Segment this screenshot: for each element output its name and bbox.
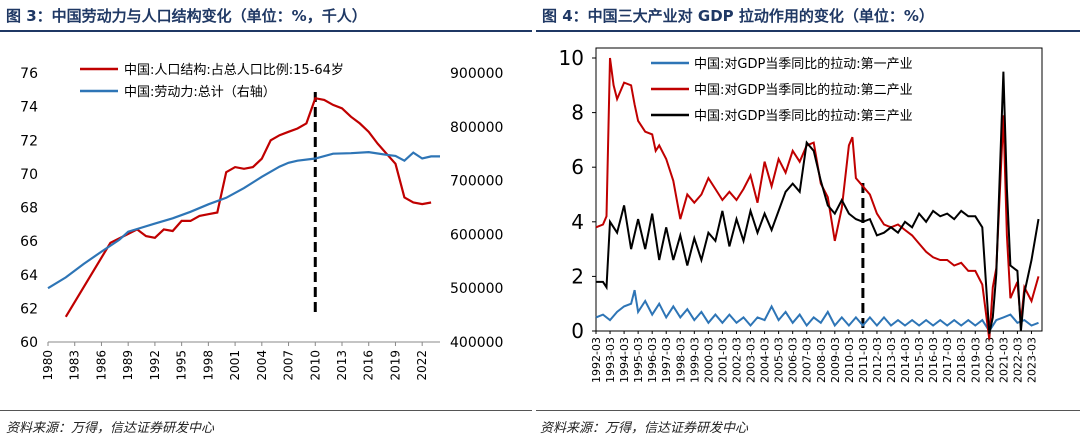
x-tick-label-right: 2018-03 [955,337,968,383]
x-tick-label-right: 1994-03 [618,337,631,383]
source-divider-right [536,410,1080,411]
x-tick-label-right: 1998-03 [674,337,687,383]
y-tick-label-left: 76 [20,66,38,82]
series-line-tertiary-industry [596,71,1040,334]
series-line-population-ratio [64,96,432,318]
x-tick-label-right: 2013-03 [885,337,898,383]
legend-label-right: 中国:对GDP当季同比的拉动:第一产业 [694,56,913,72]
title-divider-left [0,30,532,32]
x-tick-label-left: 1983 [68,350,82,381]
legend-label-left: 中国:人口结构:占总人口比例:15-64岁 [124,63,344,78]
legend-label-right: 中国:对GDP当季同比的拉动:第二产业 [694,82,913,98]
chart-left-source: 资料来源：万得，信达证券研发中心 [6,421,215,436]
x-tick-label-right: 2010-03 [843,337,856,383]
x-tick-label-right: 2023-03 [1025,337,1038,383]
x-tick-label-right: 1993-03 [604,337,617,383]
series-line-secondary-industry [595,57,1040,340]
x-tick-label-right: 2016-03 [927,337,940,383]
y2-tick-label-left: 500000 [450,281,503,297]
y-tick-label-left: 70 [20,167,38,183]
title-divider-right [536,30,1080,32]
x-tick-label-right: 2009-03 [829,337,842,383]
x-tick-label-right: 2006-03 [787,337,800,383]
x-tick-label-right: 2019-03 [969,337,982,383]
x-tick-label-right: 2004-03 [759,337,772,383]
x-tick-label-right: 2014-03 [899,337,912,383]
y2-tick-label-left: 400000 [450,335,503,351]
x-tick-label-left: 2001 [228,350,242,381]
x-tick-label-right: 2003-03 [745,337,758,383]
series-line-labor-force [47,150,440,290]
y2-tick-label-left: 900000 [450,66,503,82]
y-tick-label-left: 68 [20,201,38,217]
y-tick-label-left: 66 [20,234,38,250]
x-tick-label-right: 2005-03 [773,337,786,383]
x-tick-label-right: 2000-03 [702,337,715,383]
x-tick-label-right: 1996-03 [646,337,659,383]
source-divider-left [0,410,532,411]
x-tick-label-right: 1995-03 [632,337,645,383]
x-tick-label-right: 2021-03 [997,337,1010,383]
x-tick-label-left: 1998 [201,350,215,381]
x-tick-label-left: 2022 [415,350,429,381]
x-tick-label-right: 2007-03 [801,337,814,383]
y-tick-label-right: 10 [559,46,584,70]
x-tick-label-right: 2015-03 [913,337,926,383]
x-tick-label-right: 2022-03 [1011,337,1024,383]
y-tick-label-right: 6 [571,155,584,179]
x-tick-label-left: 2010 [308,350,322,381]
x-tick-label-right: 2012-03 [871,337,884,383]
y-tick-label-right: 8 [571,101,584,125]
y-tick-label-left: 60 [20,335,38,351]
chart-right-title: 图 4：中国三大产业对 GDP 拉动作用的变化（单位：%） [542,6,934,25]
x-tick-label-left: 2007 [282,350,296,381]
y2-tick-label-left: 800000 [450,120,503,136]
x-tick-label-left: 2013 [335,350,349,381]
x-tick-label-right: 1992-03 [590,337,603,383]
y-tick-label-right: 0 [571,319,584,343]
x-tick-label-right: 2020-03 [983,337,996,383]
y-tick-label-left: 64 [20,268,38,284]
plot-frame-right [595,47,1043,332]
x-tick-label-right: 2011-03 [857,337,870,383]
legend-label-right: 中国:对GDP当季同比的拉动:第三产业 [694,108,913,124]
x-tick-label-right: 1997-03 [660,337,673,383]
x-tick-label-left: 1995 [175,350,189,381]
x-tick-label-left: 1980 [41,350,55,381]
x-tick-label-right: 2008-03 [815,337,828,383]
x-tick-label-left: 1986 [94,350,108,381]
y-tick-label-right: 4 [571,210,584,234]
y-tick-label-right: 2 [571,264,584,288]
x-tick-label-left: 1992 [148,350,162,381]
chart-left-title: 图 3：中国劳动力与人口结构变化（单位：%，千人） [6,6,367,25]
x-tick-label-left: 2019 [388,350,402,381]
x-tick-label-right: 2017-03 [941,337,954,383]
x-tick-label-right: 1999-03 [688,337,701,383]
legend-label-left: 中国:劳动力:总计（右轴） [124,84,276,100]
y2-tick-label-left: 600000 [450,227,503,243]
y-tick-label-left: 62 [20,301,38,317]
y-tick-label-left: 72 [20,133,38,149]
x-tick-label-left: 2016 [362,350,376,381]
x-tick-label-right: 2001-03 [716,337,729,383]
y-tick-label-left: 74 [20,100,38,116]
y2-tick-label-left: 700000 [450,174,503,190]
series-line-primary-industry [595,289,1039,333]
x-tick-label-right: 2002-03 [730,337,743,383]
x-tick-label-left: 2004 [255,350,269,381]
x-tick-label-left: 1989 [121,350,135,381]
chart-right-source: 资料来源：万得，信达证券研发中心 [540,421,749,436]
